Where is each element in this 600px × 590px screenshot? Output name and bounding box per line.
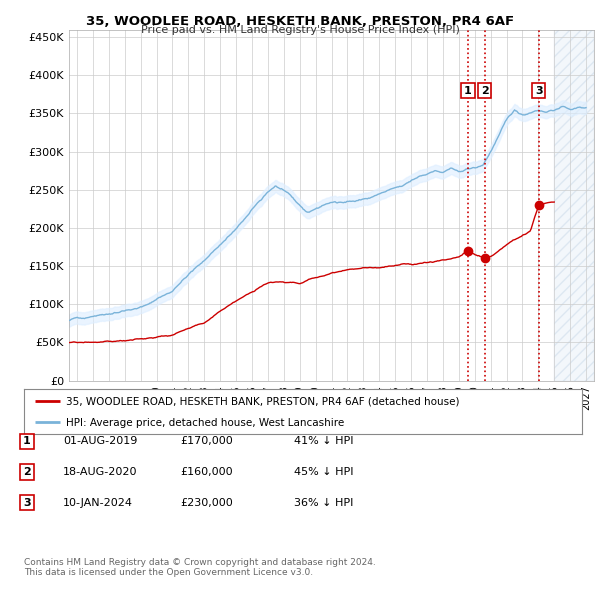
- Text: 01-AUG-2019: 01-AUG-2019: [63, 437, 137, 446]
- Text: 35, WOODLEE ROAD, HESKETH BANK, PRESTON, PR4 6AF: 35, WOODLEE ROAD, HESKETH BANK, PRESTON,…: [86, 15, 514, 28]
- Text: £230,000: £230,000: [180, 498, 233, 507]
- Text: Price paid vs. HM Land Registry's House Price Index (HPI): Price paid vs. HM Land Registry's House …: [140, 25, 460, 35]
- Bar: [554, 30, 594, 381]
- Text: 35, WOODLEE ROAD, HESKETH BANK, PRESTON, PR4 6AF (detached house): 35, WOODLEE ROAD, HESKETH BANK, PRESTON,…: [66, 397, 460, 407]
- Text: 1: 1: [464, 86, 472, 96]
- Text: 18-AUG-2020: 18-AUG-2020: [63, 467, 137, 477]
- Text: 2: 2: [23, 467, 31, 477]
- Text: 36% ↓ HPI: 36% ↓ HPI: [294, 498, 353, 507]
- Text: 3: 3: [23, 498, 31, 507]
- Text: HPI: Average price, detached house, West Lancashire: HPI: Average price, detached house, West…: [66, 418, 344, 428]
- Text: £170,000: £170,000: [180, 437, 233, 446]
- Text: Contains HM Land Registry data © Crown copyright and database right 2024.
This d: Contains HM Land Registry data © Crown c…: [24, 558, 376, 577]
- Text: 3: 3: [535, 86, 542, 96]
- Text: 10-JAN-2024: 10-JAN-2024: [63, 498, 133, 507]
- Text: 45% ↓ HPI: 45% ↓ HPI: [294, 467, 353, 477]
- Text: 2: 2: [481, 86, 488, 96]
- Text: 41% ↓ HPI: 41% ↓ HPI: [294, 437, 353, 446]
- Text: 1: 1: [23, 437, 31, 446]
- Text: £160,000: £160,000: [180, 467, 233, 477]
